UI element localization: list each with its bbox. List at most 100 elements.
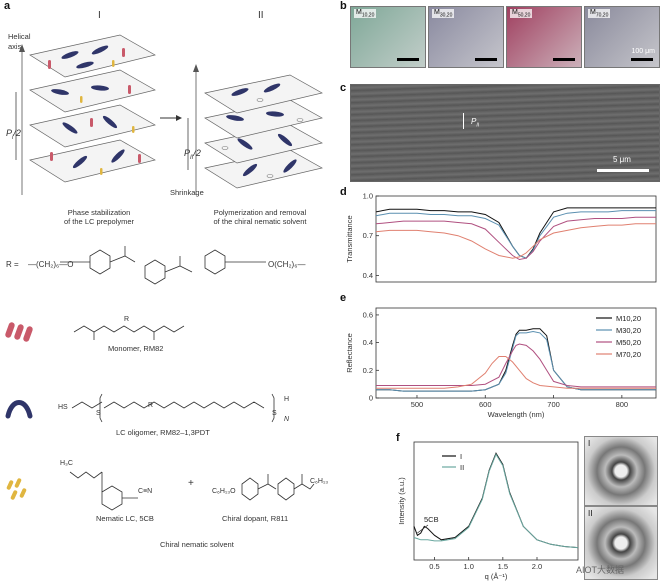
monomer-r-label: R	[124, 316, 130, 323]
nematic-cn: C≡N	[138, 488, 153, 495]
pitch-marker	[463, 113, 464, 129]
panel-label-d: d	[340, 186, 347, 198]
plot-frame	[413, 441, 579, 561]
series-line-1	[375, 210, 656, 259]
sem-scale-bar	[597, 169, 649, 172]
oligomer-icon	[5, 400, 33, 419]
series-line-2	[375, 216, 656, 261]
monomer-structure	[73, 325, 185, 340]
y-tick-label: 0.7	[363, 231, 373, 240]
scale-label: 100 μm	[631, 48, 656, 55]
micrograph-label: M10,20	[354, 9, 377, 19]
r-group-right: O(CH₂)₆—	[268, 260, 306, 269]
helical-axis-label: Helical axis	[8, 32, 31, 51]
oligomer-caption: LC oligomer, RM82–1,3PDT	[116, 428, 210, 437]
oligomer-h: H	[284, 396, 290, 403]
y-tick-label: 1.0	[363, 192, 373, 201]
plus-sign: +	[188, 478, 194, 489]
y-axis-label: Intensity (a.u.)	[397, 477, 406, 525]
legend-label: M70,20	[616, 350, 641, 359]
x-tick-label: 800	[616, 400, 629, 409]
dopant-c6h13: C₆H₁₃	[310, 478, 329, 485]
transmittance-chart: 0.4 0.7 1.0 Transmittance	[345, 192, 657, 283]
oligomer-n: N	[284, 416, 290, 423]
y-axis-label: Reflectance	[345, 333, 354, 373]
monomer-caption: Monomer, RM82	[108, 344, 164, 353]
scale-bar	[631, 58, 653, 61]
micrograph-label: M70,20	[588, 9, 611, 19]
panel-label-c: c	[340, 82, 347, 94]
x-tick-label: 600	[479, 400, 492, 409]
legend-label: M30,20	[616, 326, 641, 335]
series-line-0	[413, 452, 579, 549]
micrograph-m70-20: M70,20 100 μm	[584, 6, 660, 68]
diffraction-label-i: I	[588, 439, 591, 448]
diffraction-pattern-i: I	[584, 436, 658, 506]
annotation-5cb: 5CB	[424, 515, 439, 524]
y-tick-label: 0.2	[363, 366, 373, 375]
micrograph-m30-20: M30,20	[428, 6, 504, 68]
series-line-0	[376, 328, 656, 392]
plot-frame	[375, 195, 657, 283]
oligomer-r: R	[148, 402, 154, 409]
y-tick-label: 0.4	[363, 271, 373, 280]
oligomer-structure	[71, 393, 275, 423]
annotation-arrow	[417, 524, 429, 534]
x-tick-label: 500	[411, 400, 424, 409]
x-tick-label: 1.0	[463, 562, 473, 571]
r-group-label: R =	[6, 260, 19, 269]
micrograph-label: M50,20	[510, 9, 533, 19]
panel-label-b: b	[340, 0, 347, 12]
scale-bar	[397, 58, 419, 61]
prepolymer-stack	[29, 34, 156, 183]
x-tick-label: 1.5	[498, 562, 508, 571]
micrograph-m50-20: M50,20	[506, 6, 582, 68]
panel-label-e: e	[340, 292, 347, 304]
panel-label-f: f	[396, 432, 400, 444]
dopant-c6h13o: C₆H₁₃O	[212, 488, 236, 495]
plot-frame	[375, 307, 657, 399]
lc-layer-schematic	[15, 34, 323, 195]
legend-label: M50,20	[616, 338, 641, 347]
scale-bar	[553, 58, 575, 61]
nematic-lc-icon	[6, 478, 27, 500]
nematic-structure	[69, 471, 138, 511]
x-tick-label: 700	[547, 400, 560, 409]
reflectance-chart: 0 0.2 0.4 0.6 500 600 700 800 Reflectance Wavelen…	[345, 307, 657, 419]
y-tick-label: 0.6	[363, 310, 373, 319]
micrograph-label: M30,20	[432, 9, 455, 19]
oligomer-hs: HS	[58, 404, 68, 411]
micrograph-m10-20: M10,20	[350, 6, 426, 68]
caption-stage-2: Polymerization and removal of the chiral …	[213, 208, 307, 226]
legend-label: I	[460, 452, 462, 461]
stage-2-label: II	[258, 10, 264, 21]
watermark: AIOT大数据	[575, 565, 624, 575]
sem-cross-section: PII 5 μm	[350, 84, 660, 182]
dopant-caption: Chiral dopant, R811	[222, 514, 289, 523]
series-line-1	[413, 453, 579, 549]
solvent-caption: Chiral nematic solvent	[160, 540, 234, 549]
y-tick-label: 0	[369, 394, 373, 403]
series-line-1	[376, 330, 656, 392]
series-line-2	[376, 343, 656, 388]
x-axis-label: Wavelength (nm)	[488, 410, 545, 419]
sem-scale-label: 5 μm	[613, 155, 631, 164]
diffraction-pattern-ii: II	[584, 506, 658, 580]
r-group-left: —(CH₂)₆—O	[28, 260, 74, 269]
polymerized-stack	[204, 74, 323, 189]
y-axis-label: Transmittance	[345, 215, 354, 262]
legend-label: M10,20	[616, 314, 641, 323]
pitch-left-label: Pi/2	[6, 128, 21, 141]
legend-label: II	[460, 463, 464, 472]
panel-label-a: a	[4, 0, 11, 12]
r-group-structure	[60, 246, 266, 285]
caption-stage-1: Phase stabilization of the LC prepolymer	[63, 208, 135, 226]
x-axis-label: q (Å⁻¹)	[485, 572, 508, 581]
oligomer-s1: S	[96, 410, 101, 417]
x-tick-label: 0.5	[429, 562, 439, 571]
x-tick-label: 2.0	[532, 562, 542, 571]
series-line-3	[376, 356, 656, 389]
y-tick-label: 0.4	[363, 338, 373, 347]
series-line-3	[375, 223, 656, 259]
